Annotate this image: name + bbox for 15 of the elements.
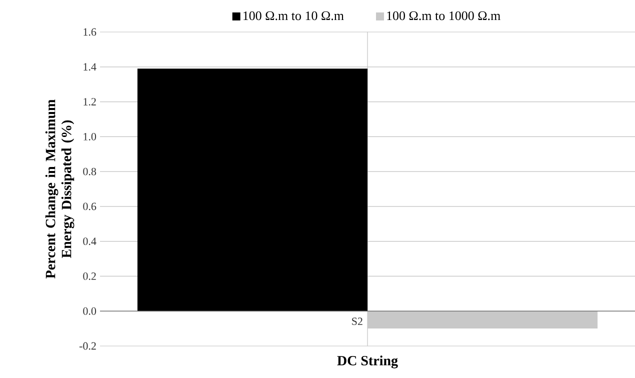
y-tick-label: 0.4 [83, 238, 96, 246]
y-tick-label: 0.8 [83, 168, 96, 176]
x-tick-label: S2 [352, 318, 362, 326]
y-tick-label: 1.2 [84, 98, 96, 106]
legend-label: 100 Ω.m to 10 Ω.m [243, 11, 344, 20]
y-tick-label: -0.2 [79, 342, 96, 350]
legend-label: 100 Ω.m to 1000 Ω.m [387, 11, 500, 20]
y-tick-label: 1.4 [84, 63, 96, 71]
y-tick-label: 0.6 [83, 202, 96, 210]
y-axis-title: Percent Change in Maximum Energy Dissipated (%) [45, 100, 74, 278]
y-tick-label: 1.6 [84, 28, 96, 36]
y-tick-label: 0.0 [83, 307, 96, 315]
y-tick-label: 0.2 [83, 272, 96, 280]
y-tick-label: 1.0 [84, 132, 96, 140]
x-axis-title: DC String [337, 356, 398, 368]
